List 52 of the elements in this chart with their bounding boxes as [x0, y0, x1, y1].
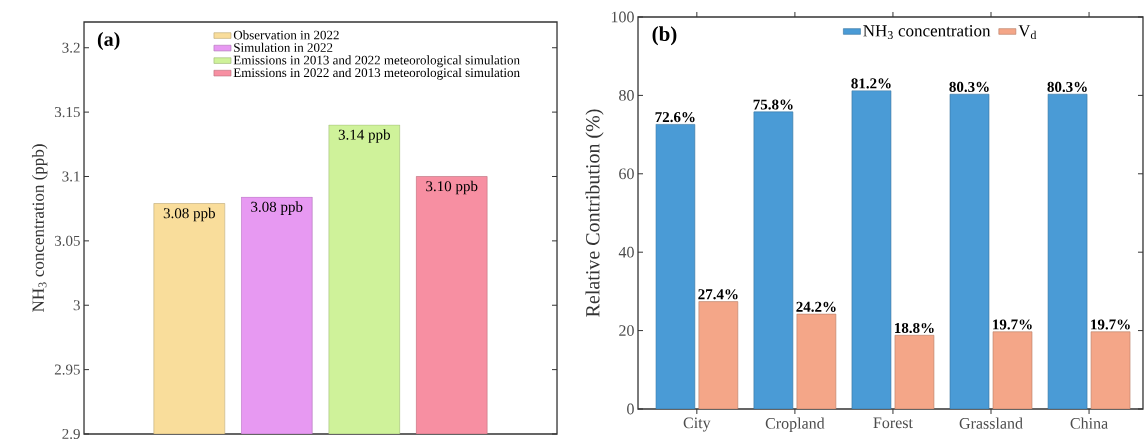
- legend-label: Emissions in 2022 and 2013 meteorological simulation: [233, 67, 520, 80]
- x-tick-label: Grassland: [959, 417, 1023, 429]
- legend-label: V$_{d}$: [1018, 25, 1037, 40]
- bar: [894, 334, 935, 409]
- data-label: 75.8%: [753, 99, 793, 110]
- bar: [1047, 93, 1088, 409]
- y-tick-label: 100: [611, 11, 634, 23]
- bar: [1090, 331, 1131, 409]
- data-label: 80.3%: [949, 81, 989, 93]
- bar: [796, 313, 837, 409]
- y-tick-label: 2.9: [62, 428, 80, 440]
- y-tick-label: 80: [619, 90, 634, 101]
- data-label: 80.3%: [1047, 81, 1087, 93]
- y-tick-label: 60: [619, 168, 634, 180]
- x-tick-label: China: [1070, 417, 1108, 429]
- y-tick-label: 3.15: [54, 107, 80, 118]
- y-axis-title: Relative Contribution (%): [585, 109, 604, 317]
- bar: [851, 90, 892, 409]
- legend-label: NH$_{3}$ concentration: [863, 25, 991, 40]
- y-tick-label: 3.05: [54, 235, 80, 246]
- data-label: 3.08 ppb: [251, 201, 303, 215]
- data-label: 18.8%: [895, 322, 934, 334]
- y-tick-label: 40: [618, 246, 634, 258]
- bar: [753, 111, 794, 409]
- y-axis-title: NH$_{3}$ concentration (ppb): [31, 144, 48, 312]
- data-label: 24.2%: [796, 301, 836, 312]
- legend-label: Observation in 2022: [233, 30, 339, 40]
- y-tick-label: 3.1: [62, 171, 80, 182]
- data-label: 3.10 ppb: [426, 180, 478, 195]
- y-tick-label: 2.95: [54, 364, 80, 375]
- data-label: 19.7%: [1091, 319, 1130, 330]
- chart-title: (a): [97, 31, 120, 51]
- y-tick-label: 3: [73, 300, 80, 311]
- y-tick-label: 3.2: [62, 42, 80, 53]
- legend-label: Simulation in 2022: [234, 42, 333, 52]
- data-label: 3.08 ppb: [163, 207, 215, 222]
- y-tick-label: 20: [619, 325, 634, 336]
- x-tick-label: Forest: [873, 417, 913, 429]
- x-tick-label: City: [683, 417, 711, 432]
- bar: [949, 93, 990, 409]
- x-tick-label: Cropland: [765, 417, 825, 433]
- y-tick-label: 0: [627, 403, 634, 415]
- data-label: 19.7%: [993, 319, 1032, 330]
- data-label: 27.4%: [698, 289, 738, 300]
- bar: [992, 331, 1033, 409]
- bar: [698, 301, 739, 409]
- data-label: 72.6%: [655, 112, 695, 123]
- data-label: 81.2%: [851, 78, 891, 89]
- data-label: 3.14 ppb: [338, 129, 390, 143]
- chart-title: (b): [652, 26, 677, 46]
- bar: [655, 124, 696, 409]
- legend-label: Emissions in 2013 and 2022 meteorological simulation: [233, 55, 520, 68]
